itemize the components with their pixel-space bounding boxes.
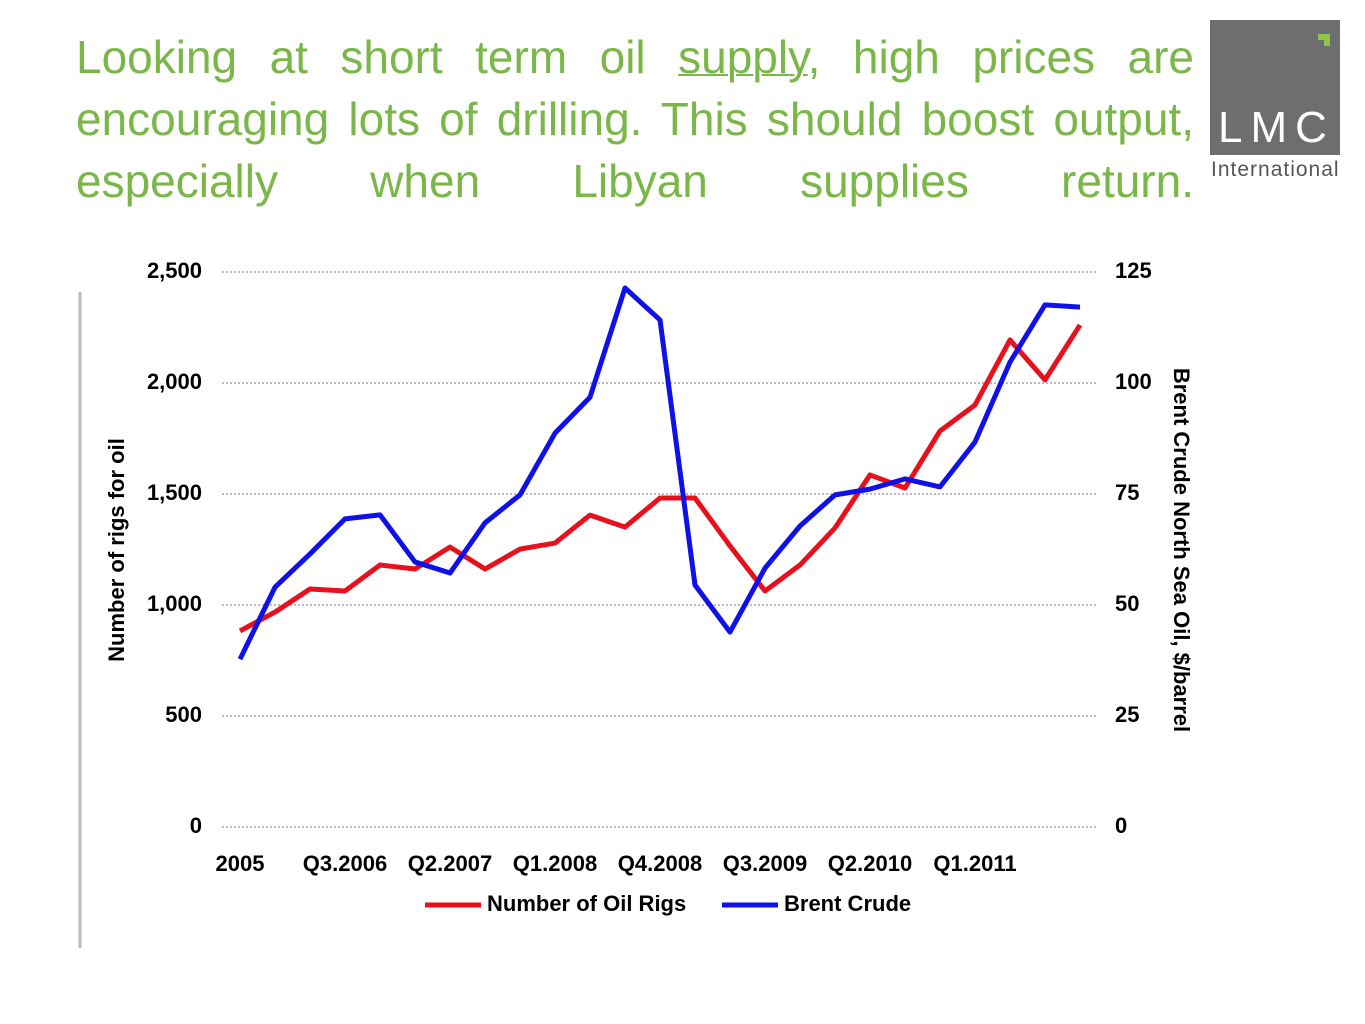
y2-tick-label: 75 xyxy=(1115,480,1139,505)
x-tick-label: Q2.2007 xyxy=(408,851,492,876)
series-line xyxy=(238,323,1083,634)
legend-label: Number of Oil Rigs xyxy=(487,891,686,916)
x-tick-label: Q3.2006 xyxy=(303,851,387,876)
y-tick-label: 0 xyxy=(190,813,202,838)
y2-tick-label: 0 xyxy=(1115,813,1127,838)
legend-label: Brent Crude xyxy=(784,891,911,916)
x-tick-label: Q1.2011 xyxy=(933,851,1016,876)
y-tick-label: 1,000 xyxy=(147,591,202,616)
title-part: , high prices are encouraging lots of dr… xyxy=(76,31,1195,207)
y2-tick-label: 25 xyxy=(1115,702,1139,727)
logo-subtitle: International xyxy=(1211,158,1340,181)
y-tick-label: 2,000 xyxy=(147,369,202,394)
logo-mark xyxy=(1318,34,1330,46)
series-line xyxy=(237,285,1081,661)
y2-tick-label: 125 xyxy=(1115,258,1152,283)
logo: LMC xyxy=(1210,20,1340,155)
title-part: Looking at short term oil xyxy=(76,31,679,83)
x-tick-label: Q3.2009 xyxy=(723,851,807,876)
x-tick-label: Q2.2010 xyxy=(828,851,912,876)
slide-title: Looking at short term oil supply, high p… xyxy=(76,26,1194,212)
y-tick-label: 1,500 xyxy=(147,480,202,505)
y2-axis-title: Brent Crude North Sea Oil, $/barrel xyxy=(1169,368,1194,732)
logo-name: LMC xyxy=(1218,103,1335,152)
x-tick-label: Q4.2008 xyxy=(618,851,702,876)
x-tick-label: 2005 xyxy=(216,851,265,876)
y-tick-label: 500 xyxy=(165,702,202,727)
y-tick-label: 2,500 xyxy=(147,258,202,283)
y2-tick-label: 100 xyxy=(1115,369,1152,394)
y-axis-title: Number of rigs for oil xyxy=(104,438,129,662)
title-part: supply xyxy=(678,31,808,83)
x-tick-label: Q1.2008 xyxy=(513,851,597,876)
y2-tick-label: 50 xyxy=(1115,591,1139,616)
